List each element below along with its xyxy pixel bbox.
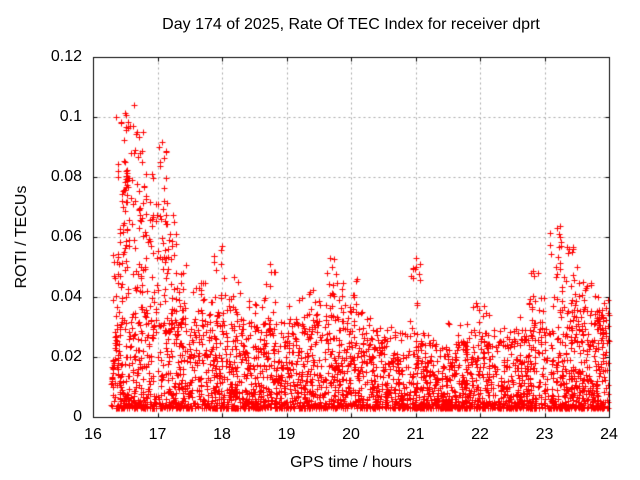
x-tick-label: 21 [406, 426, 425, 443]
x-tick-label: 24 [600, 426, 618, 443]
y-tick-label: 0.06 [50, 228, 82, 245]
x-axis-label: GPS time / hours [290, 454, 412, 471]
y-tick-label: 0.04 [50, 288, 82, 305]
x-tick-label: 22 [471, 426, 489, 443]
x-tick-label: 19 [277, 426, 296, 443]
y-tick-label: 0.02 [50, 348, 82, 365]
x-tick-label: 16 [84, 426, 102, 443]
x-tick-label: 17 [148, 426, 167, 443]
y-tick-label: 0.08 [50, 168, 82, 185]
y-tick-label: 0.12 [50, 48, 82, 65]
y-tick-label: 0.1 [59, 108, 82, 125]
x-tick-label: 20 [342, 426, 360, 443]
y-tick-label: 0 [73, 408, 82, 425]
chart-title: Day 174 of 2025, Rate Of TEC Index for r… [162, 16, 540, 33]
x-tick-label: 18 [213, 426, 231, 443]
x-tick-label: 23 [535, 426, 554, 443]
